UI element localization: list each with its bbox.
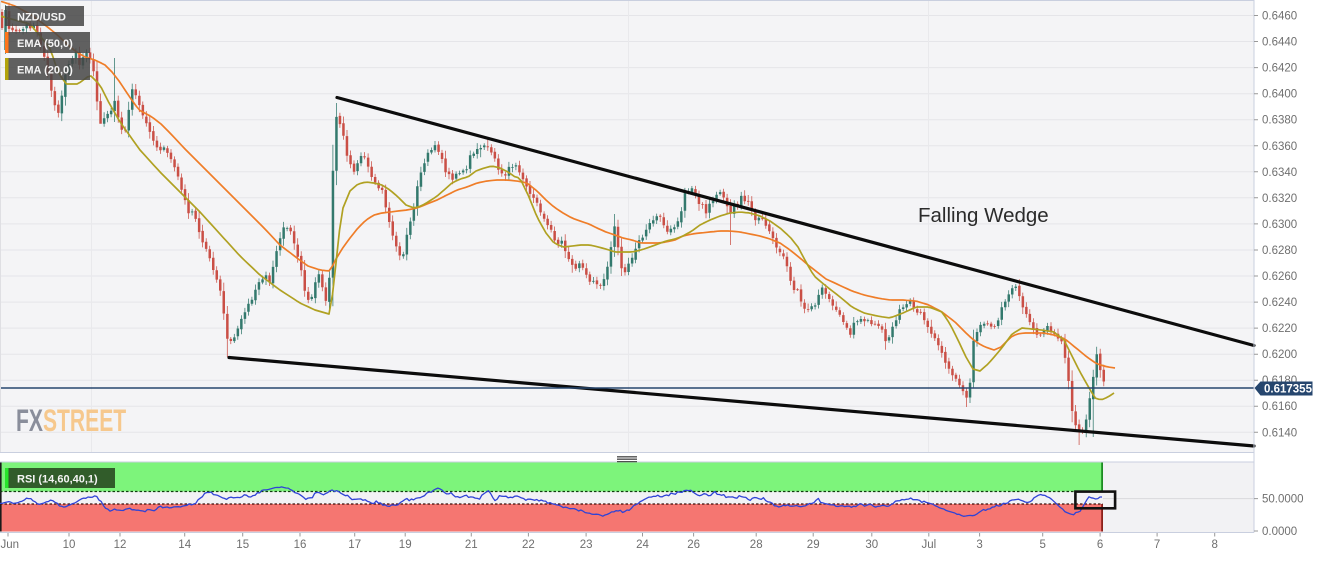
svg-text:EMA (20,0): EMA (20,0) — [17, 65, 73, 77]
svg-text:0.6240: 0.6240 — [1262, 297, 1297, 309]
svg-text:0.617355: 0.617355 — [1264, 383, 1313, 395]
svg-text:3: 3 — [976, 539, 982, 551]
svg-text:10: 10 — [63, 539, 76, 551]
svg-text:5: 5 — [1039, 539, 1045, 551]
svg-text:RSI (14,60,40,1): RSI (14,60,40,1) — [17, 474, 98, 486]
svg-text:28: 28 — [750, 539, 763, 551]
svg-text:23: 23 — [580, 539, 593, 551]
svg-text:30: 30 — [865, 539, 878, 551]
svg-text:0.6380: 0.6380 — [1262, 115, 1297, 127]
svg-text:0.6460: 0.6460 — [1262, 11, 1297, 23]
svg-text:8: 8 — [1211, 539, 1217, 551]
svg-text:0.6320: 0.6320 — [1262, 193, 1297, 205]
svg-text:0.6360: 0.6360 — [1262, 141, 1297, 153]
svg-text:NZD/USD: NZD/USD — [17, 12, 66, 24]
svg-text:12: 12 — [114, 539, 127, 551]
svg-text:22: 22 — [522, 539, 535, 551]
svg-text:7: 7 — [1154, 539, 1160, 551]
svg-text:0.6200: 0.6200 — [1262, 349, 1297, 361]
svg-text:0.6220: 0.6220 — [1262, 323, 1297, 335]
svg-text:Jun: Jun — [1, 539, 20, 551]
svg-text:0.6440: 0.6440 — [1262, 37, 1297, 49]
svg-text:21: 21 — [465, 539, 478, 551]
svg-text:0.6260: 0.6260 — [1262, 271, 1297, 283]
svg-text:6: 6 — [1097, 539, 1103, 551]
svg-text:0.0000: 0.0000 — [1262, 526, 1297, 538]
svg-text:0.6300: 0.6300 — [1262, 219, 1297, 231]
svg-text:Falling Wedge: Falling Wedge — [918, 204, 1049, 227]
svg-text:16: 16 — [294, 539, 307, 551]
svg-text:0.6340: 0.6340 — [1262, 167, 1297, 179]
svg-text:29: 29 — [807, 539, 820, 551]
svg-text:0.6160: 0.6160 — [1262, 401, 1297, 413]
svg-text:17: 17 — [348, 539, 361, 551]
svg-text:Jul: Jul — [921, 539, 936, 551]
svg-text:14: 14 — [178, 539, 191, 551]
svg-text:EMA (50,0): EMA (50,0) — [17, 38, 73, 50]
svg-text:24: 24 — [636, 539, 649, 551]
svg-text:26: 26 — [687, 539, 700, 551]
svg-text:0.6280: 0.6280 — [1262, 245, 1297, 257]
svg-text:0.6400: 0.6400 — [1262, 89, 1297, 101]
svg-text:15: 15 — [236, 539, 249, 551]
svg-text:19: 19 — [399, 539, 412, 551]
svg-text:0.6140: 0.6140 — [1262, 427, 1297, 439]
svg-text:50.0000: 50.0000 — [1262, 494, 1304, 506]
svg-text:0.6420: 0.6420 — [1262, 63, 1297, 75]
svg-text:FXSTREET: FXSTREET — [16, 403, 127, 438]
